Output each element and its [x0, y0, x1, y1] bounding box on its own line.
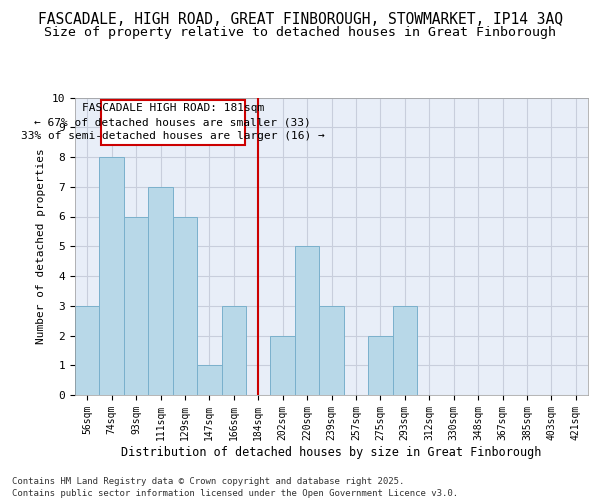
Text: FASCADALE, HIGH ROAD, GREAT FINBOROUGH, STOWMARKET, IP14 3AQ: FASCADALE, HIGH ROAD, GREAT FINBOROUGH, … — [37, 12, 563, 28]
Text: Contains HM Land Registry data © Crown copyright and database right 2025.
Contai: Contains HM Land Registry data © Crown c… — [12, 476, 458, 498]
Bar — [124, 216, 148, 395]
Bar — [148, 186, 173, 395]
Bar — [197, 365, 221, 395]
Text: FASCADALE HIGH ROAD: 181sqm
← 67% of detached houses are smaller (33)
33% of sem: FASCADALE HIGH ROAD: 181sqm ← 67% of det… — [21, 103, 325, 141]
FancyBboxPatch shape — [101, 100, 245, 144]
Bar — [100, 157, 124, 395]
Bar — [173, 216, 197, 395]
X-axis label: Distribution of detached houses by size in Great Finborough: Distribution of detached houses by size … — [121, 446, 542, 458]
Bar — [392, 306, 417, 395]
Bar — [295, 246, 319, 395]
Bar — [75, 306, 100, 395]
Text: Size of property relative to detached houses in Great Finborough: Size of property relative to detached ho… — [44, 26, 556, 39]
Bar — [271, 336, 295, 395]
Bar — [368, 336, 392, 395]
Bar — [319, 306, 344, 395]
Bar — [221, 306, 246, 395]
Y-axis label: Number of detached properties: Number of detached properties — [36, 148, 46, 344]
